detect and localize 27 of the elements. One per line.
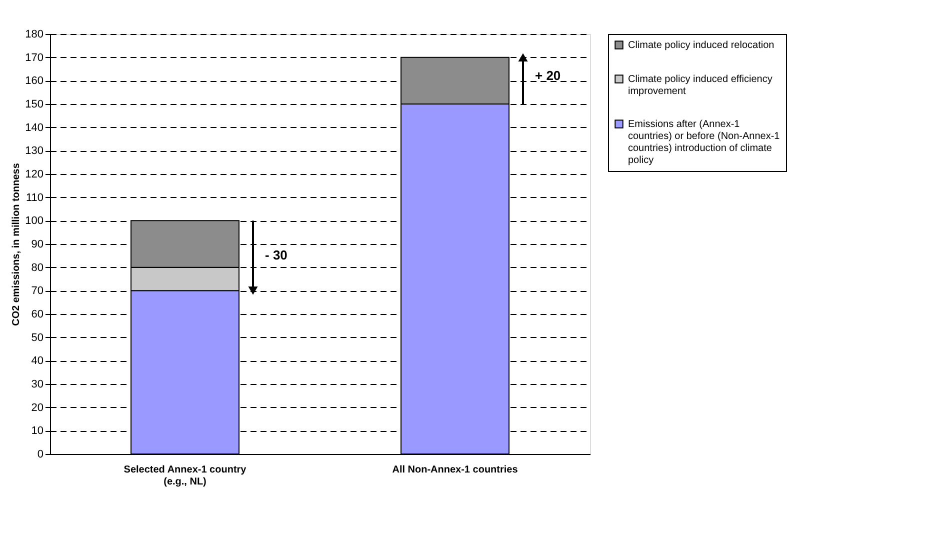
y-tick-label: 120: [25, 168, 44, 180]
y-tick-label: 20: [31, 402, 44, 414]
y-tick-label: 40: [31, 355, 44, 368]
annotation: + 20: [535, 68, 561, 83]
y-tick-label: 60: [31, 308, 44, 320]
y-tick-label: 110: [26, 192, 44, 204]
y-tick-label: 70: [31, 285, 44, 298]
annotation: - 30: [265, 248, 288, 263]
x-tick-label: All Non-Annex-1 countries: [392, 464, 518, 476]
legend-label: Emissions after (Annex-1 countries) or before (Non-Annex-1 countries) introduction of climate policy: [628, 119, 780, 166]
y-tick-label: 30: [31, 378, 44, 390]
x-tick-label: Selected Annex-1 country (e.g., NL): [124, 464, 247, 488]
y-tick-label: 10: [31, 425, 44, 438]
y-tick-label: 160: [25, 75, 44, 88]
y-tick-label: 140: [25, 122, 44, 134]
y-tick-label: 150: [25, 98, 44, 110]
y-tick-label: 180: [25, 28, 44, 40]
y-tick-label: 100: [25, 215, 44, 228]
legend-label: Climate policy induced relocation: [628, 40, 774, 51]
legend-label: Climate policy induced efficiency improvement: [628, 74, 772, 97]
y-tick-label: 90: [31, 238, 44, 250]
y-tick-label: 50: [31, 332, 44, 344]
y-tick-label: 0: [37, 448, 44, 460]
y-tick-label: 130: [25, 145, 44, 158]
y-tick-label: 80: [31, 262, 44, 274]
y-tick-label: 170: [25, 52, 44, 64]
y-axis-title: CO2 emissions, in million tonness: [11, 162, 22, 326]
